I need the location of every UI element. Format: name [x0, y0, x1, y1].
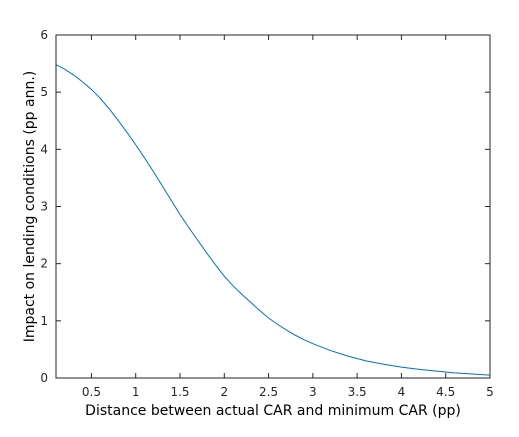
x-tick-label: 1	[132, 385, 140, 399]
x-axis-label: Distance between actual CAR and minimum …	[85, 403, 461, 419]
y-tick-label: 0	[40, 371, 48, 385]
x-tick-label: 0.5	[82, 385, 101, 399]
y-tick-label: 2	[40, 257, 48, 271]
x-tick-label: 3.5	[348, 385, 367, 399]
x-tick-label: 2.5	[259, 385, 278, 399]
y-tick-label: 1	[40, 314, 48, 328]
y-tick-label: 4	[40, 142, 48, 156]
x-tick-label: 4.5	[436, 385, 455, 399]
series-layer	[55, 64, 491, 376]
x-tick-label: 5	[486, 385, 494, 399]
y-axis-ticks: 0 1 2 3 4 5 6	[40, 28, 490, 385]
x-axis-ticks: 0.5 1 1.5 2 2.5 3 3.5 4 4.5 5	[82, 35, 494, 399]
x-tick-label: 2	[220, 385, 228, 399]
x-tick-label: 4	[398, 385, 406, 399]
series-line-1	[55, 64, 491, 376]
x-tick-label: 1.5	[170, 385, 189, 399]
y-tick-label: 6	[40, 28, 48, 42]
y-tick-label: 3	[40, 200, 48, 214]
y-tick-label: 5	[40, 85, 48, 99]
x-tick-label: 3	[309, 385, 317, 399]
plot-area	[56, 35, 490, 378]
y-axis-label: Impact on lending conditions (pp ann.)	[22, 71, 38, 343]
